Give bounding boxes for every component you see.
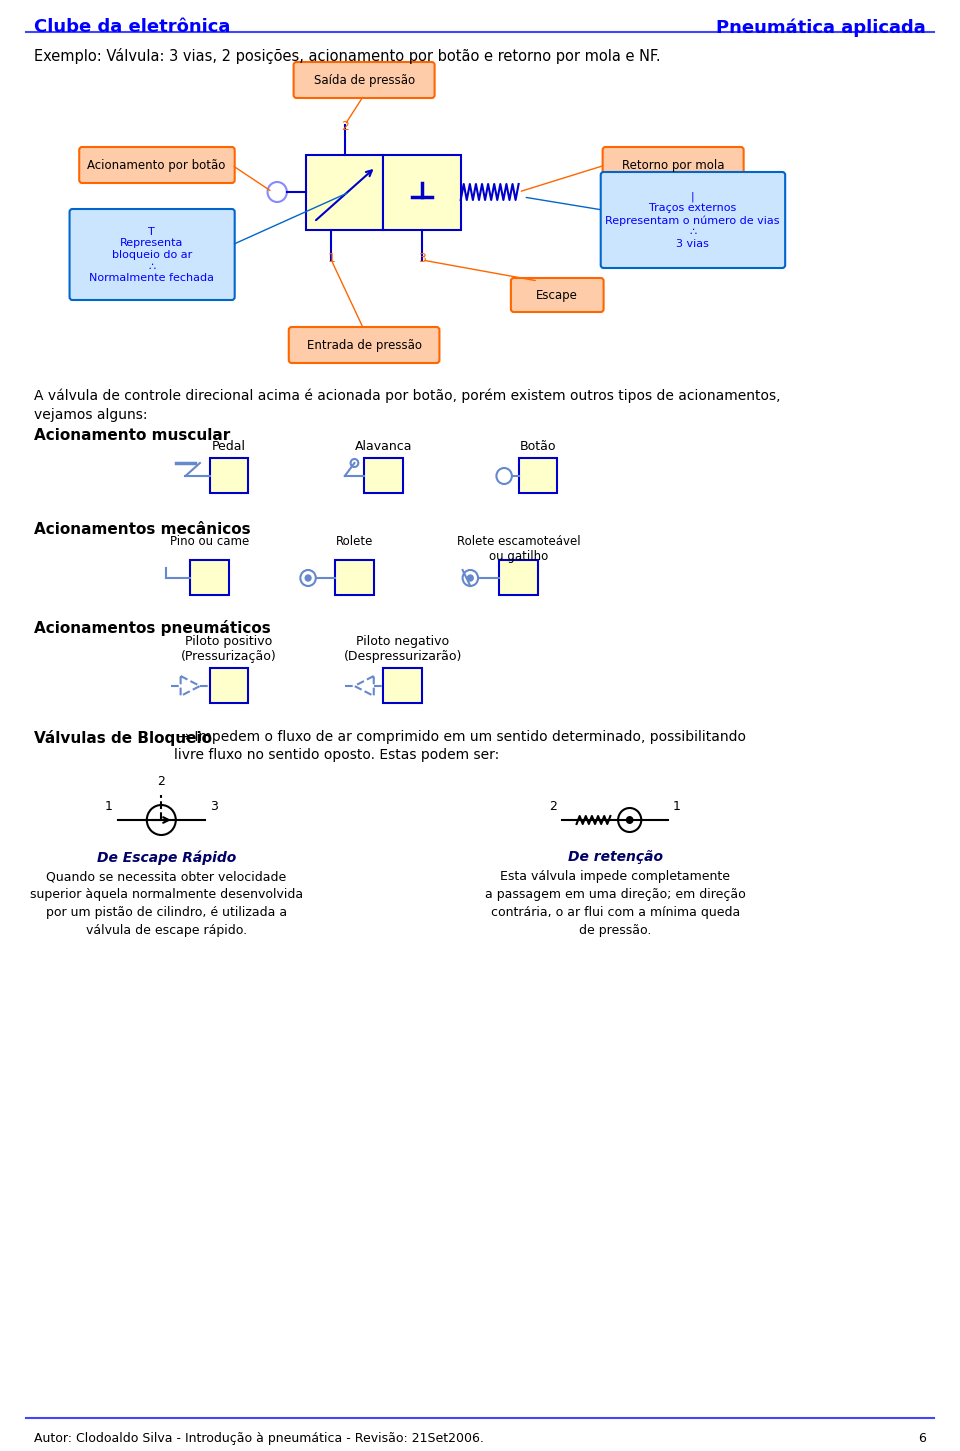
FancyBboxPatch shape [289,326,440,363]
FancyBboxPatch shape [209,459,249,493]
Text: Alavanca: Alavanca [354,440,412,453]
Text: Retorno por mola: Retorno por mola [622,158,725,171]
Text: Autor: Clodoaldo Silva - Introdução à pneumática - Revisão: 21Set2006.: Autor: Clodoaldo Silva - Introdução à pn… [34,1432,484,1445]
Text: Acionamento muscular: Acionamento muscular [34,428,230,443]
Text: Quando se necessita obter velocidade
superior àquela normalmente desenvolvida
po: Quando se necessita obter velocidade sup… [30,871,302,937]
Circle shape [468,575,473,580]
FancyBboxPatch shape [306,155,383,231]
Text: 2: 2 [549,800,557,813]
FancyBboxPatch shape [209,667,249,702]
Text: 2: 2 [341,120,348,133]
Text: Pneumática aplicada: Pneumática aplicada [716,17,926,36]
Text: Acionamento por botão: Acionamento por botão [87,158,226,171]
Text: Piloto positivo
(Pressurização): Piloto positivo (Pressurização) [181,636,276,663]
Text: T
Representa
bloqueio do ar
∴
Normalmente fechada: T Representa bloqueio do ar ∴ Normalment… [89,226,214,283]
FancyBboxPatch shape [190,560,228,595]
Circle shape [626,815,634,824]
Text: Botão: Botão [519,440,556,453]
FancyBboxPatch shape [499,560,538,595]
Text: A válvula de controle direcional acima é acionada por botão, porém existem outro: A válvula de controle direcional acima é… [34,387,780,422]
Text: Entrada de pressão: Entrada de pressão [306,338,421,351]
Text: Válvulas de Bloqueio: Válvulas de Bloqueio [34,730,212,746]
Text: Acionamentos mecânicos: Acionamentos mecânicos [34,522,251,537]
FancyBboxPatch shape [603,147,744,183]
FancyBboxPatch shape [364,459,403,493]
Text: 1: 1 [327,252,335,266]
FancyBboxPatch shape [601,173,785,268]
Text: 1: 1 [106,800,113,813]
Text: Saída de pressão: Saída de pressão [314,74,415,87]
FancyBboxPatch shape [69,209,234,300]
Text: 3: 3 [209,800,218,813]
FancyBboxPatch shape [511,279,604,312]
Text: → Impedem o fluxo de ar comprimido em um sentido determinado, possibilitando
liv: → Impedem o fluxo de ar comprimido em um… [174,730,746,762]
Text: Piloto negativo
(Despressurizarão): Piloto negativo (Despressurizarão) [344,636,462,663]
Text: Escape: Escape [537,289,578,302]
Text: 3: 3 [419,252,426,266]
Text: Pedal: Pedal [212,440,246,453]
Text: De Escape Rápido: De Escape Rápido [97,850,236,865]
Text: Rolete escamoteável
ou gatilho: Rolete escamoteável ou gatilho [457,535,581,563]
Text: Clube da eletrônica: Clube da eletrônica [34,17,230,36]
Text: 2: 2 [157,775,165,788]
FancyBboxPatch shape [294,62,435,99]
FancyBboxPatch shape [335,560,373,595]
FancyBboxPatch shape [383,667,422,702]
Text: Exemplo: Válvula: 3 vias, 2 posições, acionamento por botão e retorno por mola e: Exemplo: Válvula: 3 vias, 2 posições, ac… [34,48,660,64]
Text: Rolete: Rolete [336,535,373,548]
Text: 6: 6 [919,1432,926,1445]
Text: |
Traços externos
Representam o número de vias
∴
3 vias: | Traços externos Representam o número d… [605,192,780,248]
Text: Pino ou came: Pino ou came [170,535,250,548]
Text: De retenção: De retenção [567,850,662,863]
FancyBboxPatch shape [383,155,461,231]
Circle shape [305,575,311,580]
Text: Esta válvula impede completamente
a passagem em uma direção; em direção
contrári: Esta válvula impede completamente a pass… [485,871,746,937]
Text: Acionamentos pneumáticos: Acionamentos pneumáticos [34,620,271,636]
FancyBboxPatch shape [80,147,234,183]
Text: 1: 1 [673,800,681,813]
FancyBboxPatch shape [518,459,557,493]
